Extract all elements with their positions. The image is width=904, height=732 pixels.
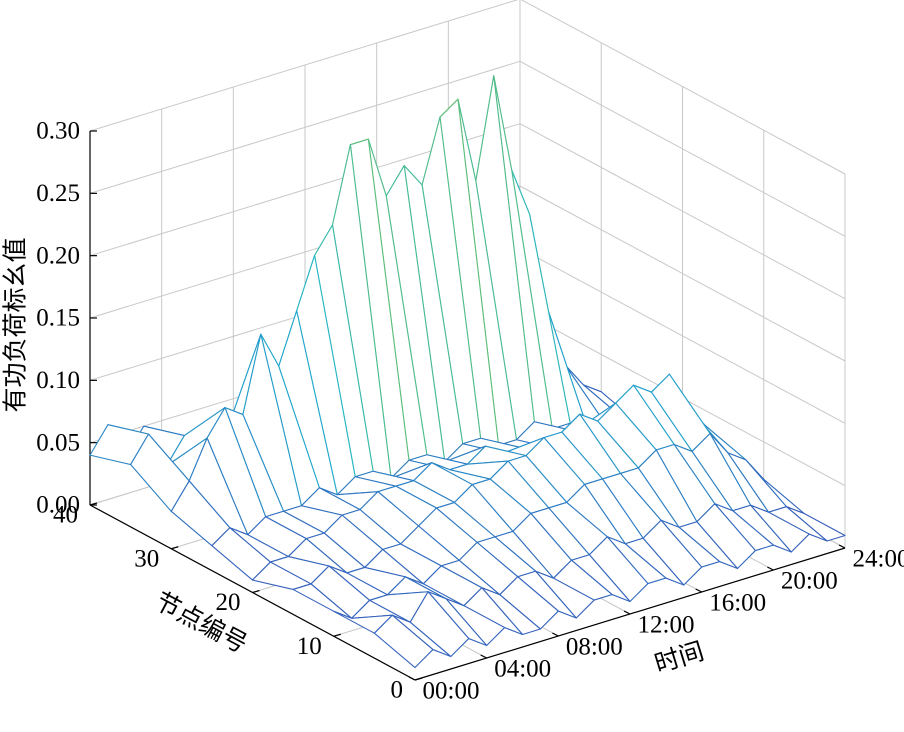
- y-tick-label: 40: [53, 502, 78, 529]
- x-tick: [480, 654, 487, 659]
- grid-line: [89, 0, 519, 132]
- grid-line: [519, 247, 846, 424]
- surface-patch: [373, 614, 434, 669]
- y-tick: [171, 546, 179, 550]
- grid-line: [89, 60, 521, 194]
- x-tick: [408, 676, 416, 681]
- x-tick-label: 00:00: [423, 678, 480, 705]
- x-tick-label: 12:00: [638, 612, 695, 639]
- y-tick: [333, 633, 341, 637]
- z-axis-title: 有功负荷标幺值: [2, 237, 30, 412]
- x-tick: [552, 632, 559, 637]
- x-tick-label: 24:00: [853, 546, 904, 573]
- grid-line: [519, 185, 846, 362]
- z-tick-label: 0.00: [36, 492, 80, 519]
- y-tick: [89, 502, 98, 506]
- x-tick: [838, 544, 846, 549]
- y-tick: [252, 589, 260, 594]
- z-tick-label: 0.20: [36, 242, 80, 269]
- y-tick-label: 30: [134, 545, 159, 572]
- z-tick-label: 0.10: [36, 367, 80, 394]
- grid-line: [520, 0, 846, 175]
- y-tick-label: 10: [297, 633, 322, 660]
- z-tick-label: 0.25: [36, 180, 80, 207]
- x-tick-label: 16:00: [709, 590, 766, 617]
- x-tick-label: 20:00: [781, 568, 838, 595]
- x-tick: [623, 610, 631, 615]
- x-tick-label: 08:00: [566, 634, 623, 661]
- grid-line: [519, 123, 846, 300]
- z-tick-label: 0.15: [36, 305, 80, 332]
- x-tick-label: 04:00: [494, 656, 551, 683]
- x-axis-title: 时间: [651, 637, 707, 678]
- x-tick: [695, 588, 702, 593]
- z-tick-label: 0.05: [36, 429, 80, 456]
- z-tick-label: 0.30: [36, 118, 80, 145]
- y-tick-label: 20: [216, 589, 241, 616]
- y-tick-label: 0: [391, 677, 404, 704]
- y-tick: [414, 677, 423, 681]
- grid-line: [519, 60, 846, 237]
- x-tick: [767, 566, 774, 571]
